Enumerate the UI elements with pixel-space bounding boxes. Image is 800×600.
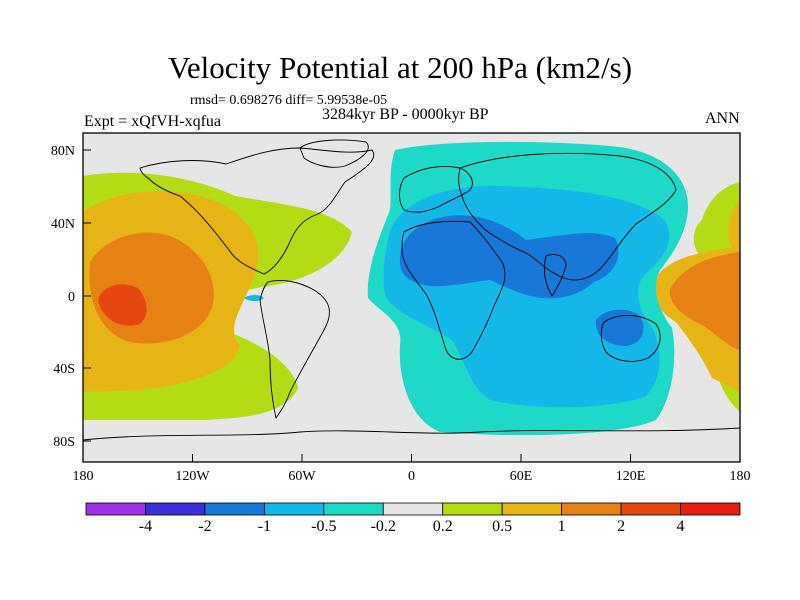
latitude-ticks — [83, 149, 91, 442]
colorbar-swatch — [204, 502, 265, 516]
lat-label-40n: 40N — [51, 217, 75, 232]
south-america-coast — [259, 279, 330, 419]
pacific-contour-2 — [98, 284, 147, 326]
europe-coast — [399, 166, 473, 213]
lon-label-60w: 60W — [288, 469, 316, 484]
india-coast — [543, 254, 567, 297]
colorbar-swatch — [620, 502, 681, 516]
colorbar-label: -4 — [138, 518, 153, 535]
colorbar-swatch — [382, 502, 444, 516]
lon-label-120e: 120E — [616, 469, 646, 484]
colorbar-swatch — [561, 502, 622, 516]
asia-coast — [458, 152, 677, 281]
rmsd-diff-stats: rmsd= 0.698276 diff= 5.99538e-05 — [190, 93, 388, 108]
lat-label-80n: 80N — [51, 144, 75, 159]
season-label: ANN — [705, 110, 740, 127]
dateline-contour-1 — [669, 252, 740, 350]
colorbar-label: 2 — [617, 518, 626, 535]
north-america-coast — [139, 147, 375, 275]
time-period: 3284kyr BP - 0000kyr BP — [322, 106, 489, 123]
colorbar — [85, 502, 741, 516]
colorbar-label: 0.2 — [432, 518, 453, 535]
colorbar-swatch — [501, 502, 563, 516]
colorbar-label: 1 — [557, 518, 566, 535]
lon-label-120w: 120W — [175, 469, 210, 484]
atlantic-contour-neg0p5 — [244, 295, 264, 301]
lon-label-0: 0 — [408, 469, 415, 484]
lon-label-180e: 180 — [730, 469, 751, 484]
eastern-contour-neg1-south — [595, 309, 644, 346]
lat-label-80s: 80S — [53, 435, 75, 450]
lon-label-180w: 180 — [73, 469, 94, 484]
colorbar-label: 4 — [676, 518, 685, 535]
greenland-coast — [299, 139, 369, 168]
colorbar-swatch — [680, 502, 741, 516]
lat-label-40s: 40S — [53, 362, 75, 377]
colorbar-swatch — [323, 502, 384, 516]
australia-coast — [600, 315, 661, 362]
colorbar-label: -0.2 — [370, 518, 396, 535]
map-title: Velocity Potential at 200 hPa (km2/s) — [167, 50, 633, 85]
colorbar-label: 0.5 — [492, 518, 513, 535]
africa-coast — [401, 220, 506, 360]
lon-label-60e: 60E — [510, 469, 533, 484]
colorbar-label: -1 — [257, 518, 272, 535]
antarctica-coast — [83, 427, 740, 441]
colorbar-swatch — [263, 502, 325, 516]
coastlines — [83, 139, 740, 441]
contour-field — [83, 133, 740, 462]
experiment-label: Expt = xQfVH-xqfua — [84, 113, 221, 130]
lat-label-0: 0 — [68, 290, 75, 305]
colorbar-swatch — [85, 502, 146, 516]
colorbar-swatch — [442, 502, 503, 516]
colorbar-swatch — [145, 502, 206, 516]
colorbar-label: -0.5 — [311, 518, 337, 535]
longitude-ticks — [82, 454, 741, 462]
colorbar-label: -2 — [198, 518, 212, 535]
